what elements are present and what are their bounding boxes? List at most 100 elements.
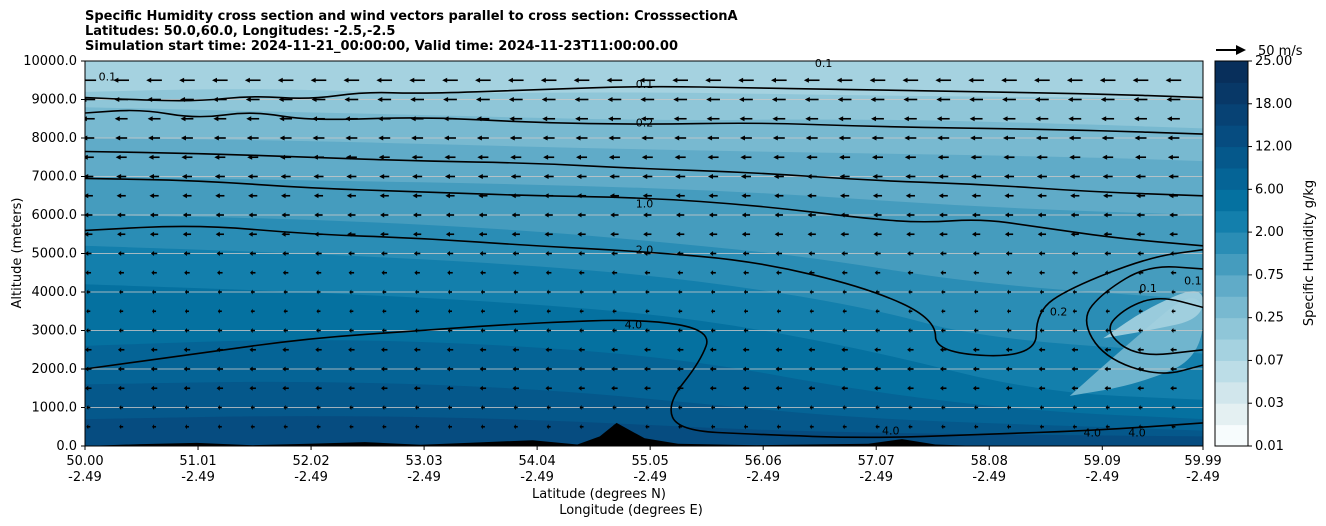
- wind-vector-head: [1137, 251, 1141, 256]
- wind-vector-head: [381, 385, 385, 391]
- wind-vector-head: [1068, 116, 1074, 122]
- wind-vector-head: [640, 116, 646, 122]
- wind-vector-head: [540, 77, 546, 83]
- wind-vector-head: [119, 405, 122, 410]
- wind-vector-head: [117, 347, 122, 353]
- wind-vector-head: [1105, 328, 1108, 333]
- wind-vector-head: [1070, 193, 1075, 199]
- wind-vector-head: [313, 174, 319, 179]
- wind-vector-head: [1039, 405, 1042, 410]
- wind-vector-head: [1170, 251, 1174, 256]
- wind-vector-head: [776, 424, 779, 430]
- wind-vector-head: [377, 116, 383, 122]
- wind-vector-head: [672, 77, 678, 83]
- wind-vector-head: [939, 231, 944, 237]
- wind-legend: 50 m/s: [1216, 44, 1303, 59]
- wind-vector-head: [1035, 116, 1041, 122]
- wind-vector-head: [247, 174, 253, 179]
- x-tick-label-lat: 50.00: [66, 454, 103, 469]
- x-axis: 50.00-2.4951.01-2.4952.02-2.4953.03-2.49…: [66, 446, 1222, 485]
- wind-vector-head: [710, 270, 714, 276]
- wind-vector-head: [971, 193, 977, 199]
- wind-vector-head: [1134, 135, 1140, 141]
- colorbar-tick-label: 0.25: [1255, 311, 1284, 326]
- wind-vector-head: [344, 116, 350, 122]
- wind-vector-head: [246, 116, 252, 122]
- wind-vector-head: [413, 366, 418, 372]
- wind-vector-head: [773, 174, 779, 179]
- wind-vector-head: [509, 135, 515, 141]
- wind-vector-head: [875, 424, 878, 430]
- wind-vector-head: [677, 328, 681, 333]
- wind-vector-head: [1037, 212, 1042, 218]
- wind-vector-head: [1034, 77, 1040, 83]
- wind-vector-head: [381, 347, 385, 353]
- wind-vector-head: [606, 77, 612, 83]
- wind-vector-head: [906, 231, 911, 237]
- wind-vector-head: [546, 405, 549, 410]
- wind-vector-head: [974, 289, 977, 295]
- wind-vector-head: [414, 270, 418, 276]
- wind-vector-head: [841, 251, 845, 256]
- wind-vector-head: [611, 251, 615, 256]
- wind-vector-head: [277, 77, 283, 83]
- wind-vector-head: [480, 270, 483, 276]
- wind-vector-head: [578, 347, 582, 353]
- wind-vector-head: [344, 97, 350, 102]
- wind-vector-head: [476, 116, 482, 122]
- wind-vector-head: [546, 424, 549, 430]
- wind-vector-head: [1165, 77, 1171, 83]
- wind-vector-head: [245, 97, 251, 102]
- wind-vector-head: [1105, 289, 1108, 295]
- wind-vector-head: [479, 347, 483, 353]
- wind-vector-head: [246, 135, 252, 141]
- x-tick-label-lat: 59.09: [1084, 454, 1121, 469]
- wind-vector-head: [939, 212, 944, 218]
- wind-vector-head: [280, 174, 286, 179]
- wind-vector-head: [447, 424, 450, 430]
- contour-label: 0.1: [1139, 282, 1157, 295]
- wind-vector-head: [775, 347, 779, 353]
- wind-vector-head: [1039, 424, 1042, 430]
- wind-vector-head: [608, 154, 614, 160]
- wind-vector-head: [1105, 424, 1108, 430]
- colorbar-swatch: [1215, 339, 1248, 361]
- wind-vector-head: [118, 270, 122, 276]
- y-tick-label: 10000.0: [23, 54, 77, 69]
- wind-vector-head: [149, 193, 155, 199]
- wind-vector-head: [85, 328, 89, 333]
- wind-vector-head: [678, 405, 681, 410]
- wind-vector-head: [1104, 385, 1108, 391]
- wind-vector-head: [443, 97, 449, 102]
- wind-vector-head: [711, 289, 714, 295]
- wind-vector-head: [674, 154, 680, 160]
- contour-line: [85, 109, 1203, 135]
- wind-vector-head: [839, 193, 845, 199]
- wind-vector-head: [1137, 270, 1141, 276]
- wind-vector-head: [839, 154, 845, 160]
- wind-vector-head: [772, 135, 778, 141]
- wind-vector-head: [937, 135, 943, 141]
- wind-vector-head: [1039, 308, 1042, 314]
- wind-vector-head: [446, 385, 450, 391]
- wind-vector-head: [706, 116, 712, 122]
- wind-vector-head: [248, 231, 253, 237]
- wind-vector-head: [412, 212, 418, 218]
- wind-vector-head: [1137, 347, 1141, 353]
- wind-vector-head: [612, 308, 615, 314]
- wind-vector-head: [1072, 405, 1075, 410]
- chart-title-line-1: Specific Humidity cross section and wind…: [85, 9, 738, 24]
- wind-vector-head: [1037, 231, 1042, 237]
- wind-vector-head: [149, 231, 155, 237]
- wind-vector-head: [676, 212, 681, 218]
- wind-vector-head: [348, 251, 352, 256]
- wind-vector-head: [739, 135, 745, 141]
- wind-vector-head: [875, 328, 878, 333]
- wind-vector-head: [1138, 328, 1141, 333]
- wind-vector-head: [378, 154, 384, 160]
- wind-vector-head: [249, 347, 253, 353]
- wind-vector-head: [972, 385, 977, 391]
- wind-vector-head: [611, 385, 615, 391]
- wind-vector-head: [842, 405, 845, 410]
- wind-vector-head: [941, 289, 944, 295]
